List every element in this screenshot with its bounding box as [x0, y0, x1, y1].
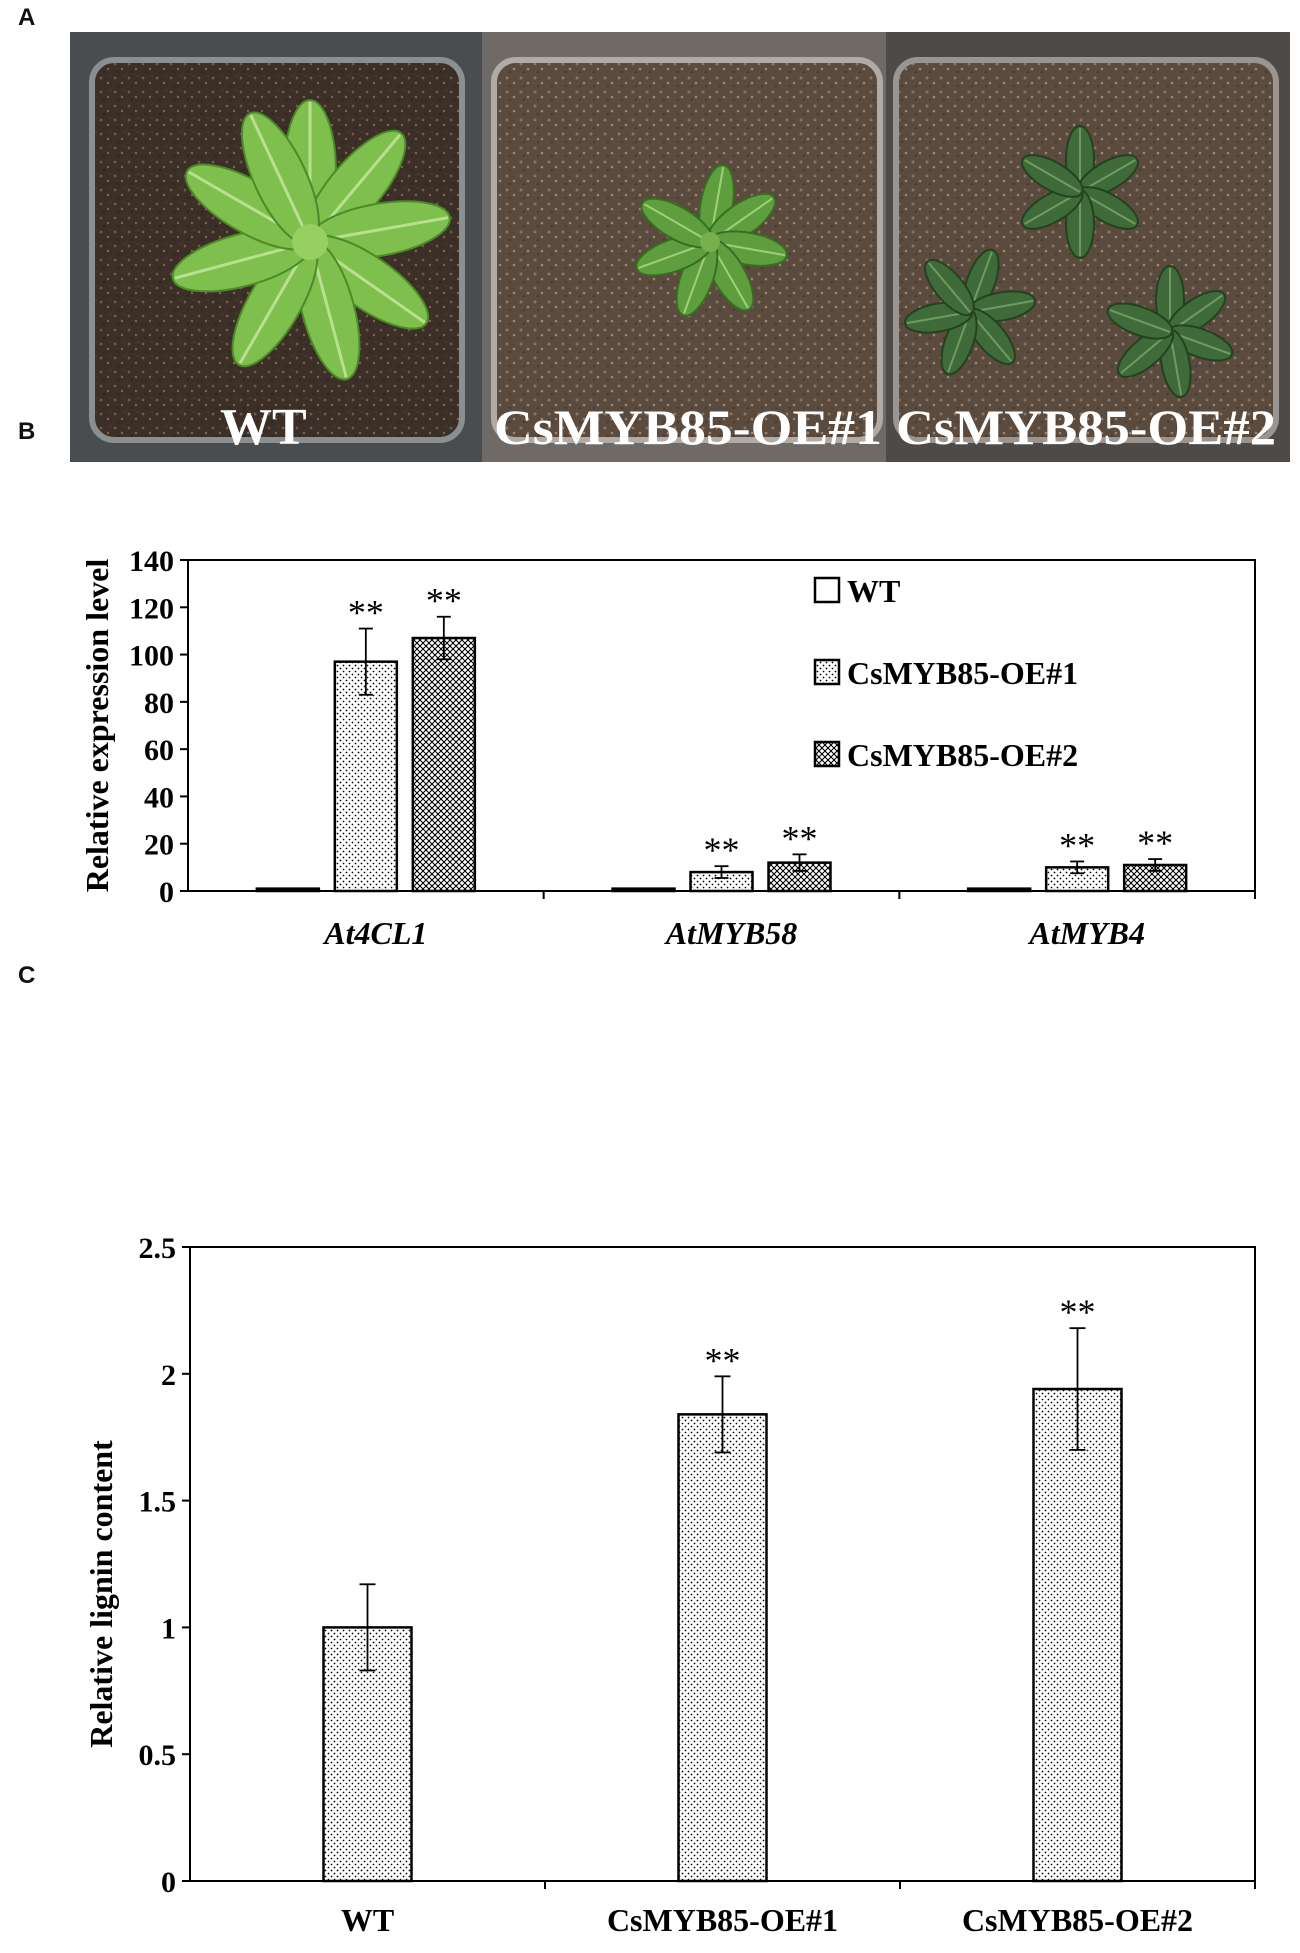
y-tick-label: 0: [161, 1866, 176, 1899]
legend-swatch: [813, 740, 841, 768]
significance-marker: **: [704, 830, 740, 870]
y-tick-label: 1.5: [139, 1486, 177, 1519]
legend-swatch: [813, 658, 841, 686]
panel-label-c: C: [18, 962, 36, 989]
bar-wt: [255, 887, 321, 893]
y-tick-label: 140: [129, 545, 174, 578]
significance-marker: **: [705, 1340, 741, 1380]
y-axis-label: Relative expression level: [79, 559, 115, 893]
y-tick-label: 60: [144, 734, 174, 767]
photo-label-oe1: CsMYB85-OE#1: [494, 399, 882, 455]
y-axis-label: Relative lignin content: [83, 1440, 119, 1748]
panel-label-b: B: [18, 418, 36, 445]
y-tick-label: 100: [129, 640, 174, 673]
significance-marker: **: [782, 818, 818, 858]
legend-label: CsMYB85-OE#1: [847, 655, 1078, 691]
y-tick-label: 1: [161, 1612, 176, 1645]
x-tick-label: AtMYB4: [1027, 915, 1145, 951]
significance-marker: **: [1060, 1292, 1096, 1332]
lignin-chart: 0 0.5 1 1.5 2 2.5 Relative lignin content WT CsM…: [83, 1232, 1256, 1938]
pot-oe1: [482, 32, 894, 462]
y-tick-label: 20: [144, 829, 174, 862]
x-tick-label: AtMYB58: [664, 915, 798, 951]
expression-chart: 0 20 40 60 80 100 120 140 Relative expression le…: [79, 545, 1256, 951]
y-tick-label: 0: [159, 876, 174, 909]
bar-lignin: [677, 1413, 768, 1883]
panel-label-a: A: [18, 4, 36, 31]
significance-marker: **: [1137, 823, 1173, 863]
y-tick-label: 2: [161, 1359, 176, 1392]
bar-wt: [966, 887, 1032, 893]
x-tick-label: WT: [341, 1902, 394, 1938]
bar-csmyb85-oe-2: [411, 636, 477, 893]
y-tick-label: 120: [129, 592, 174, 625]
y-tick-label: 80: [144, 687, 174, 720]
x-tick-label: CsMYB85-OE#2: [962, 1902, 1193, 1938]
bar-csmyb85-oe-1: [333, 660, 399, 893]
significance-marker: **: [426, 581, 462, 621]
bar-lignin: [1032, 1387, 1123, 1883]
legend-label: WT: [847, 573, 900, 609]
pot-wt: [70, 32, 482, 462]
significance-marker: **: [1059, 825, 1095, 865]
significance-marker: **: [348, 593, 384, 633]
legend-swatch: [813, 576, 841, 604]
y-tick-label: 0.5: [139, 1739, 177, 1772]
plant-photograph: WT CsMYB85-OE#1 CsMYB85-OE#2: [70, 32, 1290, 462]
pot-oe2: [886, 32, 1290, 462]
y-tick-label: 2.5: [139, 1232, 177, 1265]
photo-label-oe2: CsMYB85-OE#2: [896, 399, 1276, 455]
y-tick-label: 40: [144, 781, 174, 814]
x-tick-label: CsMYB85-OE#1: [607, 1902, 838, 1938]
bar-wt: [611, 887, 676, 893]
legend-label: CsMYB85-OE#2: [847, 737, 1078, 773]
x-tick-label: At4CL1: [322, 915, 427, 951]
photo-label-wt: WT: [220, 399, 307, 456]
